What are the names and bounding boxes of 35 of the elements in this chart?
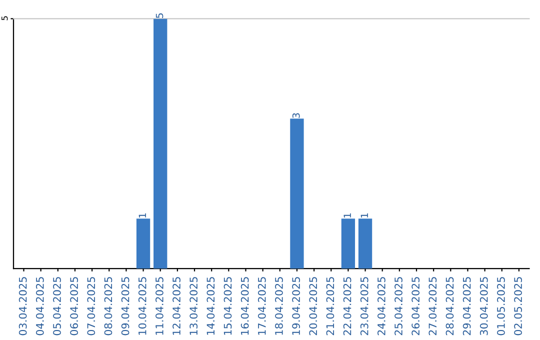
data-label: 1: [360, 213, 368, 218]
x-tick-label: 13.04.2025: [190, 277, 198, 335]
x-tick-label: 27.04.2025: [428, 277, 437, 336]
data-label: 1: [138, 213, 146, 218]
x-tick-label: 18.04.2025: [275, 277, 283, 335]
x-tick-label: 19.04.2025: [292, 277, 300, 335]
x-tick-label: 24.04.2025: [377, 277, 386, 336]
x-tick-label: 12.04.2025: [172, 277, 180, 335]
x-tick-label: 02.05.2025: [514, 277, 522, 336]
data-label: 3: [292, 113, 300, 118]
x-tick-label: 25.04.2025: [394, 277, 402, 336]
x-tick-label: 16.04.2025: [240, 277, 249, 335]
x-tick-label: 03.04.2025: [18, 277, 27, 336]
x-tick-label: 15.04.2025: [224, 277, 232, 335]
data-label: 5: [156, 13, 164, 18]
x-tick-label: 09.04.2025: [121, 277, 130, 336]
x-tick-label: 08.04.2025: [104, 277, 112, 336]
x-tick-label: 07.04.2025: [87, 277, 96, 336]
x-tick-label: 23.04.2025: [360, 277, 368, 336]
x-tick-label: 30.04.2025: [480, 277, 488, 336]
x-tick-label: 21.04.2025: [326, 277, 334, 336]
x-tick-label: 22.04.2025: [343, 277, 352, 336]
x-tick-label: 28.04.2025: [446, 277, 454, 336]
x-tick-label: 14.04.2025: [206, 277, 215, 335]
x-tick-label: 06.04.2025: [70, 277, 78, 336]
x-tick-label: 26.04.2025: [412, 277, 420, 336]
x-tick-label: 11.04.2025: [156, 277, 164, 335]
x-tick-label: 01.05.2025: [497, 277, 505, 336]
x-tick-label: 05.04.2025: [53, 277, 61, 336]
x-tick-label: 04.04.2025: [36, 277, 44, 336]
x-tick-label: 10.04.2025: [138, 277, 146, 335]
x-tick-label: 29.04.2025: [462, 277, 471, 336]
x-tick-label: 20.04.2025: [309, 277, 318, 336]
data-label: 1: [344, 213, 351, 218]
x-tick-label: 17.04.2025: [258, 277, 266, 335]
